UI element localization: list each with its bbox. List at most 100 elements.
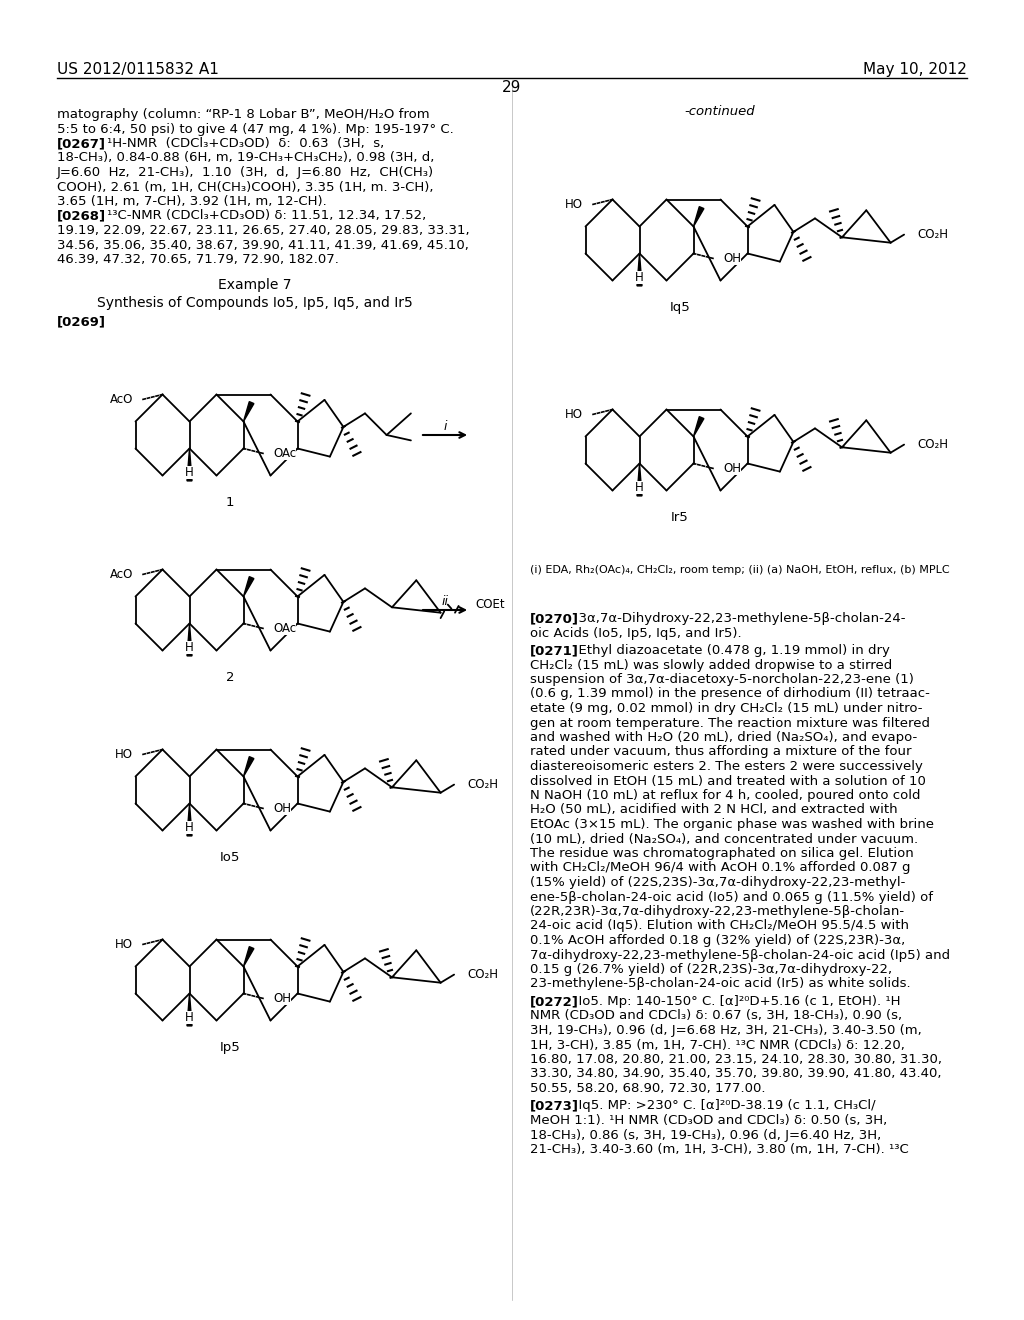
Text: 3H, 19-CH₃), 0.96 (d, J=6.68 Hz, 3H, 21-CH₃), 3.40-3.50 (m,: 3H, 19-CH₃), 0.96 (d, J=6.68 Hz, 3H, 21-…: [530, 1024, 922, 1038]
Text: Synthesis of Compounds Io5, Ip5, Iq5, and Ir5: Synthesis of Compounds Io5, Ip5, Iq5, an…: [97, 296, 413, 310]
Text: 2: 2: [225, 671, 234, 684]
Text: Io5. Mp: 140-150° C. [α]²⁰D+5.16 (c 1, EtOH). ¹H: Io5. Mp: 140-150° C. [α]²⁰D+5.16 (c 1, E…: [570, 995, 900, 1008]
Polygon shape: [693, 207, 703, 227]
Text: Iq5: Iq5: [670, 301, 690, 314]
Text: H: H: [185, 466, 194, 479]
Text: 21-CH₃), 3.40-3.60 (m, 1H, 3-CH), 3.80 (m, 1H, 7-CH). ¹³C: 21-CH₃), 3.40-3.60 (m, 1H, 3-CH), 3.80 (…: [530, 1143, 908, 1156]
Polygon shape: [637, 463, 642, 496]
Text: 7α-dihydroxy-22,23-methylene-5β-cholan-24-oic acid (Ip5) and: 7α-dihydroxy-22,23-methylene-5β-cholan-2…: [530, 949, 950, 961]
Text: (i) EDA, Rh₂(OAc)₄, CH₂Cl₂, room temp; (ii) (a) NaOH, EtOH, reflux, (b) MPLC: (i) EDA, Rh₂(OAc)₄, CH₂Cl₂, room temp; (…: [530, 565, 949, 576]
Text: US 2012/0115832 A1: US 2012/0115832 A1: [57, 62, 219, 77]
Text: [0269]: [0269]: [57, 315, 106, 327]
Text: (22R,23R)-3α,7α-dihydroxy-22,23-methylene-5β-cholan-: (22R,23R)-3α,7α-dihydroxy-22,23-methylen…: [530, 906, 905, 917]
Text: with CH₂Cl₂/MeOH 96/4 with AcOH 0.1% afforded 0.087 g: with CH₂Cl₂/MeOH 96/4 with AcOH 0.1% aff…: [530, 862, 910, 874]
Text: 50.55, 58.20, 68.90, 72.30, 177.00.: 50.55, 58.20, 68.90, 72.30, 177.00.: [530, 1082, 766, 1096]
Text: Ip5: Ip5: [219, 1041, 241, 1053]
Text: J=6.60  Hz,  21-CH₃),  1.10  (3H,  d,  J=6.80  Hz,  CH(CH₃): J=6.60 Hz, 21-CH₃), 1.10 (3H, d, J=6.80 …: [57, 166, 434, 180]
Text: suspension of 3α,7α-diacetoxy-5-norcholan-22,23-ene (1): suspension of 3α,7α-diacetoxy-5-norchola…: [530, 673, 913, 686]
Text: 1: 1: [225, 496, 234, 510]
Text: AcO: AcO: [110, 393, 133, 407]
Text: ¹³C-NMR (CDCl₃+CD₃OD) δ: 11.51, 12.34, 17.52,: ¹³C-NMR (CDCl₃+CD₃OD) δ: 11.51, 12.34, 1…: [90, 210, 426, 223]
Text: 18-CH₃), 0.86 (s, 3H, 19-CH₃), 0.96 (d, J=6.40 Hz, 3H,: 18-CH₃), 0.86 (s, 3H, 19-CH₃), 0.96 (d, …: [530, 1129, 882, 1142]
Text: OH: OH: [723, 252, 741, 265]
Text: diastereoisomeric esters 2. The esters 2 were successively: diastereoisomeric esters 2. The esters 2…: [530, 760, 923, 774]
Text: (10 mL), dried (Na₂SO₄), and concentrated under vacuum.: (10 mL), dried (Na₂SO₄), and concentrate…: [530, 833, 919, 846]
Text: 0.15 g (26.7% yield) of (22R,23S)-3α,7α-dihydroxy-22,: 0.15 g (26.7% yield) of (22R,23S)-3α,7α-…: [530, 964, 892, 975]
Text: H₂O (50 mL), acidified with 2 N HCl, and extracted with: H₂O (50 mL), acidified with 2 N HCl, and…: [530, 804, 898, 817]
Text: dissolved in EtOH (15 mL) and treated with a solution of 10: dissolved in EtOH (15 mL) and treated wi…: [530, 775, 926, 788]
Text: Ir5: Ir5: [671, 511, 689, 524]
Text: EtOAc (3×15 mL). The organic phase was washed with brine: EtOAc (3×15 mL). The organic phase was w…: [530, 818, 934, 832]
Text: oic Acids (Io5, Ip5, Iq5, and Ir5).: oic Acids (Io5, Ip5, Iq5, and Ir5).: [530, 627, 741, 639]
Polygon shape: [187, 449, 193, 480]
Text: 5:5 to 6:4, 50 psi) to give 4 (47 mg, 4 1%). Mp: 195-197° C.: 5:5 to 6:4, 50 psi) to give 4 (47 mg, 4 …: [57, 123, 454, 136]
Text: [0272]: [0272]: [530, 995, 579, 1008]
Text: CO₂H: CO₂H: [468, 777, 499, 791]
Polygon shape: [244, 756, 254, 776]
Polygon shape: [637, 253, 642, 286]
Text: 46.39, 47.32, 70.65, 71.79, 72.90, 182.07.: 46.39, 47.32, 70.65, 71.79, 72.90, 182.0…: [57, 253, 339, 267]
Polygon shape: [244, 577, 254, 597]
Text: gen at room temperature. The reaction mixture was filtered: gen at room temperature. The reaction mi…: [530, 717, 930, 730]
Text: (0.6 g, 1.39 mmol) in the presence of dirhodium (II) tetraac-: (0.6 g, 1.39 mmol) in the presence of di…: [530, 688, 930, 701]
Text: MeOH 1:1). ¹H NMR (CD₃OD and CDCl₃) δ: 0.50 (s, 3H,: MeOH 1:1). ¹H NMR (CD₃OD and CDCl₃) δ: 0…: [530, 1114, 887, 1127]
Text: 0.1% AcOH afforded 0.18 g (32% yield) of (22S,23R)-3α,: 0.1% AcOH afforded 0.18 g (32% yield) of…: [530, 935, 905, 946]
Text: H: H: [185, 821, 194, 834]
Text: May 10, 2012: May 10, 2012: [863, 62, 967, 77]
Text: AcO: AcO: [110, 569, 133, 581]
Polygon shape: [187, 804, 193, 836]
Text: Example 7: Example 7: [218, 279, 292, 292]
Text: H: H: [185, 1011, 194, 1024]
Text: 34.56, 35.06, 35.40, 38.67, 39.90, 41.11, 41.39, 41.69, 45.10,: 34.56, 35.06, 35.40, 38.67, 39.90, 41.11…: [57, 239, 469, 252]
Text: 19.19, 22.09, 22.67, 23.11, 26.65, 27.40, 28.05, 29.83, 33.31,: 19.19, 22.09, 22.67, 23.11, 26.65, 27.40…: [57, 224, 470, 238]
Text: Iq5. MP: >230° C. [α]²⁰D-38.19 (c 1.1, CH₃Cl/: Iq5. MP: >230° C. [α]²⁰D-38.19 (c 1.1, C…: [570, 1100, 876, 1113]
Text: and washed with H₂O (20 mL), dried (Na₂SO₄), and evapo-: and washed with H₂O (20 mL), dried (Na₂S…: [530, 731, 918, 744]
Text: HO: HO: [565, 408, 583, 421]
Text: COOH), 2.61 (m, 1H, CH(CH₃)COOH), 3.35 (1H, m. 3-CH),: COOH), 2.61 (m, 1H, CH(CH₃)COOH), 3.35 (…: [57, 181, 433, 194]
Text: [0267]: [0267]: [57, 137, 106, 150]
Text: OAc: OAc: [273, 623, 296, 635]
Text: [0271]: [0271]: [530, 644, 579, 657]
Polygon shape: [187, 623, 193, 656]
Text: 1H, 3-CH), 3.85 (m, 1H, 7-CH). ¹³C NMR (CDCl₃) δ: 12.20,: 1H, 3-CH), 3.85 (m, 1H, 7-CH). ¹³C NMR (…: [530, 1039, 905, 1052]
Text: [0273]: [0273]: [530, 1100, 579, 1113]
Text: 3.65 (1H, m, 7-CH), 3.92 (1H, m, 12-CH).: 3.65 (1H, m, 7-CH), 3.92 (1H, m, 12-CH).: [57, 195, 327, 209]
Text: CO₂H: CO₂H: [468, 968, 499, 981]
Text: etate (9 mg, 0.02 mmol) in dry CH₂Cl₂ (15 mL) under nitro-: etate (9 mg, 0.02 mmol) in dry CH₂Cl₂ (1…: [530, 702, 923, 715]
Text: HO: HO: [565, 198, 583, 211]
Text: CH₂Cl₂ (15 mL) was slowly added dropwise to a stirred: CH₂Cl₂ (15 mL) was slowly added dropwise…: [530, 659, 892, 672]
Polygon shape: [187, 994, 193, 1026]
Text: NMR (CD₃OD and CDCl₃) δ: 0.67 (s, 3H, 18-CH₃), 0.90 (s,: NMR (CD₃OD and CDCl₃) δ: 0.67 (s, 3H, 18…: [530, 1010, 902, 1023]
Text: 23-methylene-5β-cholan-24-oic acid (Ir5) as white solids.: 23-methylene-5β-cholan-24-oic acid (Ir5)…: [530, 978, 910, 990]
Text: ii: ii: [441, 595, 449, 609]
Polygon shape: [693, 417, 703, 437]
Text: H: H: [635, 272, 644, 284]
Text: Io5: Io5: [220, 851, 241, 865]
Polygon shape: [244, 401, 254, 421]
Text: 16.80, 17.08, 20.80, 21.00, 23.15, 24.10, 28.30, 30.80, 31.30,: 16.80, 17.08, 20.80, 21.00, 23.15, 24.10…: [530, 1053, 942, 1067]
Text: (15% yield) of (22S,23S)-3α,7α-dihydroxy-22,23-methyl-: (15% yield) of (22S,23S)-3α,7α-dihydroxy…: [530, 876, 905, 888]
Text: HO: HO: [115, 748, 133, 762]
Text: 29: 29: [503, 81, 521, 95]
Text: COEt: COEt: [476, 598, 505, 611]
Text: H: H: [185, 642, 194, 655]
Text: H: H: [635, 482, 644, 494]
Text: [0268]: [0268]: [57, 210, 106, 223]
Text: 18-CH₃), 0.84-0.88 (6H, m, 19-CH₃+CH₃CH₂), 0.98 (3H, d,: 18-CH₃), 0.84-0.88 (6H, m, 19-CH₃+CH₃CH₂…: [57, 152, 434, 165]
Text: rated under vacuum, thus affording a mixture of the four: rated under vacuum, thus affording a mix…: [530, 746, 911, 759]
Text: OH: OH: [723, 462, 741, 475]
Text: ene-5β-cholan-24-oic acid (Io5) and 0.065 g (11.5% yield) of: ene-5β-cholan-24-oic acid (Io5) and 0.06…: [530, 891, 933, 903]
Text: 3α,7α-Dihydroxy-22,23-methylene-5β-cholan-24-: 3α,7α-Dihydroxy-22,23-methylene-5β-chola…: [570, 612, 905, 624]
Text: -continued: -continued: [685, 106, 756, 117]
Polygon shape: [244, 946, 254, 966]
Text: OH: OH: [273, 803, 291, 816]
Text: matography (column: “RP-1 8 Lobar B”, MeOH/H₂O from: matography (column: “RP-1 8 Lobar B”, Me…: [57, 108, 430, 121]
Text: [0270]: [0270]: [530, 612, 579, 624]
Text: N NaOH (10 mL) at reflux for 4 h, cooled, poured onto cold: N NaOH (10 mL) at reflux for 4 h, cooled…: [530, 789, 921, 803]
Text: The residue was chromatographated on silica gel. Elution: The residue was chromatographated on sil…: [530, 847, 913, 861]
Text: 24-oic acid (Iq5). Elution with CH₂Cl₂/MeOH 95.5/4.5 with: 24-oic acid (Iq5). Elution with CH₂Cl₂/M…: [530, 920, 909, 932]
Text: 33.30, 34.80, 34.90, 35.40, 35.70, 39.80, 39.90, 41.80, 43.40,: 33.30, 34.80, 34.90, 35.40, 35.70, 39.80…: [530, 1068, 941, 1081]
Text: Ethyl diazoacetate (0.478 g, 1.19 mmol) in dry: Ethyl diazoacetate (0.478 g, 1.19 mmol) …: [570, 644, 890, 657]
Text: CO₂H: CO₂H: [918, 438, 948, 451]
Text: HO: HO: [115, 939, 133, 952]
